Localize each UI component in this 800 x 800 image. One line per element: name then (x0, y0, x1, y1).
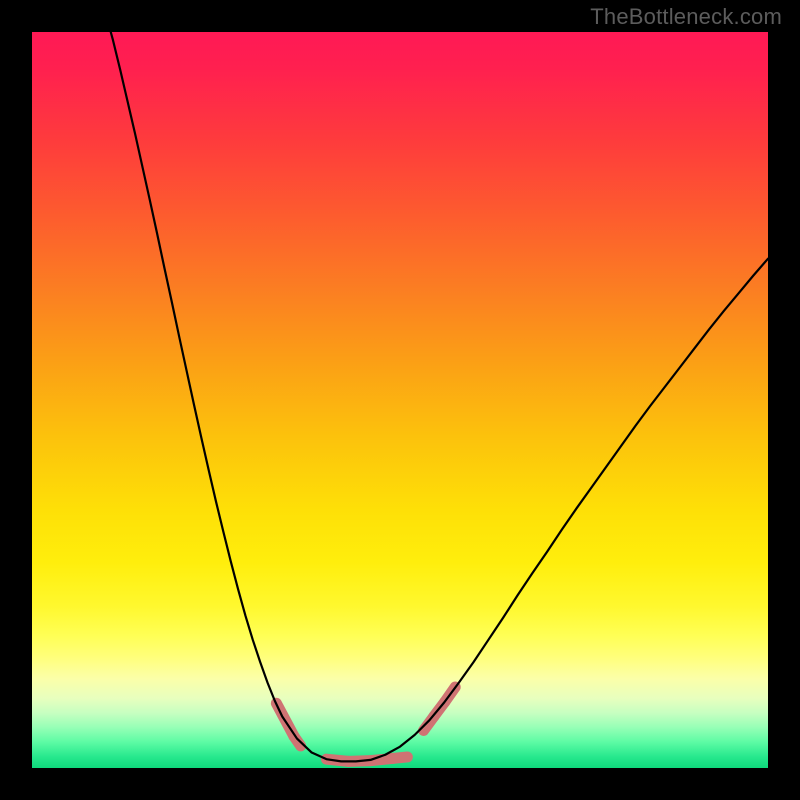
accent-segment (371, 758, 393, 760)
accent-segments (276, 687, 455, 761)
accent-segment (445, 687, 455, 702)
accent-segment (276, 703, 294, 736)
plot-background (32, 32, 768, 768)
chart-svg (0, 0, 800, 800)
accent-segment (348, 761, 370, 762)
bottleneck-curve (111, 32, 768, 761)
accent-segment (294, 736, 301, 746)
accent-segment (434, 702, 445, 717)
chart-stage: TheBottleneck.com (0, 0, 800, 800)
accent-segment (393, 757, 408, 758)
watermark-text: TheBottleneck.com (590, 4, 782, 30)
accent-segment (424, 716, 434, 730)
accent-segment (326, 759, 348, 761)
